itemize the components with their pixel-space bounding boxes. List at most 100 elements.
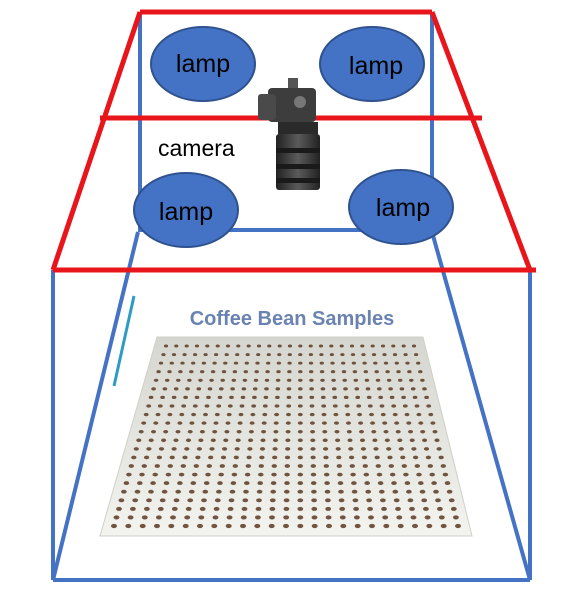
coffee-bean <box>339 515 346 520</box>
coffee-bean <box>364 481 370 486</box>
coffee-bean <box>354 523 361 529</box>
coffee-bean <box>318 344 324 348</box>
coffee-bean <box>287 361 292 365</box>
coffee-bean <box>228 498 235 503</box>
coffee-bean <box>383 361 389 365</box>
coffee-bean <box>188 489 195 494</box>
coffee-bean <box>336 455 342 460</box>
coffee-bean <box>367 404 373 408</box>
coffee-bean-tray: Coffee Bean Samples <box>99 308 473 537</box>
coffee-bean <box>325 515 332 520</box>
coffee-bean <box>243 370 249 374</box>
coffee-bean <box>297 498 304 503</box>
coffee-bean <box>144 506 150 511</box>
coffee-bean <box>323 447 329 451</box>
coffee-bean <box>351 481 357 486</box>
coffee-bean <box>255 506 262 511</box>
coffee-bean <box>404 481 411 486</box>
coffee-bean <box>432 429 438 434</box>
coffee-bean <box>380 498 386 503</box>
coffee-bean <box>446 489 453 494</box>
coffee-bean <box>426 523 433 529</box>
coffee-bean <box>152 472 158 477</box>
coffee-bean <box>298 370 303 374</box>
coffee-bean <box>391 481 397 486</box>
coffee-bean <box>309 412 315 417</box>
coffee-bean <box>178 370 183 374</box>
coffee-bean <box>422 438 428 443</box>
coffee-bean <box>374 455 380 460</box>
coffee-bean <box>326 523 332 529</box>
coffee-bean <box>373 361 378 365</box>
coffee-bean <box>311 506 318 511</box>
coffee-bean <box>248 438 254 443</box>
coffee-bean <box>311 515 318 520</box>
coffee-bean <box>272 447 278 451</box>
coffee-bean <box>364 378 370 382</box>
coffee-bean <box>321 404 327 408</box>
coffee-bean <box>148 395 154 400</box>
coffee-bean <box>164 378 170 382</box>
coffee-bean <box>419 489 426 494</box>
coffee-bean <box>320 387 326 391</box>
lamp-top-left: lamp <box>150 26 256 102</box>
coffee-bean <box>375 464 381 468</box>
coffee-bean <box>171 353 177 357</box>
coffee-bean <box>308 344 313 348</box>
coffee-bean <box>395 429 401 434</box>
coffee-bean <box>323 455 329 460</box>
coffee-bean <box>401 395 406 400</box>
coffee-bean <box>247 447 253 451</box>
coffee-bean <box>374 370 379 374</box>
coffee-bean <box>361 455 368 460</box>
coffee-bean <box>283 515 290 520</box>
coffee-bean <box>254 515 261 520</box>
coffee-bean <box>406 489 412 494</box>
coffee-bean <box>298 361 303 365</box>
coffee-bean <box>308 353 314 357</box>
coffee-bean <box>216 489 222 494</box>
coffee-bean <box>365 489 372 494</box>
coffee-bean <box>196 387 202 391</box>
coffee-bean <box>196 447 202 451</box>
coffee-bean <box>351 489 358 494</box>
coffee-bean <box>212 429 218 434</box>
coffee-bean <box>284 455 291 460</box>
coffee-bean <box>380 344 386 348</box>
coffee-bean <box>154 464 160 468</box>
coffee-bean <box>270 489 277 494</box>
coffee-bean <box>262 404 268 408</box>
coffee-bean <box>322 429 328 434</box>
coffee-bean <box>334 421 339 425</box>
coffee-bean <box>379 404 385 408</box>
coffee-bean <box>225 344 231 348</box>
coffee-bean <box>286 404 292 408</box>
coffee-bean <box>192 353 198 357</box>
lamp-bottom-left: lamp <box>133 172 239 248</box>
coffee-bean <box>416 472 422 477</box>
coffee-bean <box>161 489 168 494</box>
coffee-bean <box>423 447 430 451</box>
coffee-bean <box>262 412 268 417</box>
coffee-bean <box>297 472 304 477</box>
coffee-bean <box>163 344 169 348</box>
coffee-bean <box>423 506 429 511</box>
coffee-bean <box>257 481 263 486</box>
coffee-bean <box>420 378 425 382</box>
coffee-bean <box>141 515 148 520</box>
coffee-bean <box>199 429 205 434</box>
coffee-bean <box>438 515 445 520</box>
coffee-bean <box>428 412 434 417</box>
coffee-bean <box>399 387 405 391</box>
coffee-bean <box>405 361 410 365</box>
coffee-bean <box>241 387 247 391</box>
coffee-bean <box>397 438 403 443</box>
coffee-bean <box>240 523 246 529</box>
coffee-bean <box>214 412 220 417</box>
coffee-bean <box>339 344 344 348</box>
coffee-bean <box>297 481 304 486</box>
coffee-bean <box>394 421 400 425</box>
coffee-bean <box>381 506 387 511</box>
coffee-bean <box>319 353 324 357</box>
coffee-bean <box>141 464 147 468</box>
